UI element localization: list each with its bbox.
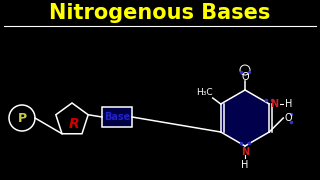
Polygon shape [221,90,269,146]
Text: O: O [284,113,292,123]
FancyBboxPatch shape [102,107,132,127]
Text: Nitrogenous Bases: Nitrogenous Bases [49,3,271,23]
Text: O: O [241,72,249,82]
Text: H: H [285,99,292,109]
Text: N: N [241,147,249,157]
Text: Base: Base [104,112,130,122]
Text: R: R [69,117,79,131]
Text: N: N [270,99,278,109]
Text: P: P [17,111,27,125]
Text: H: H [241,160,249,170]
Text: H₃C: H₃C [196,87,213,96]
